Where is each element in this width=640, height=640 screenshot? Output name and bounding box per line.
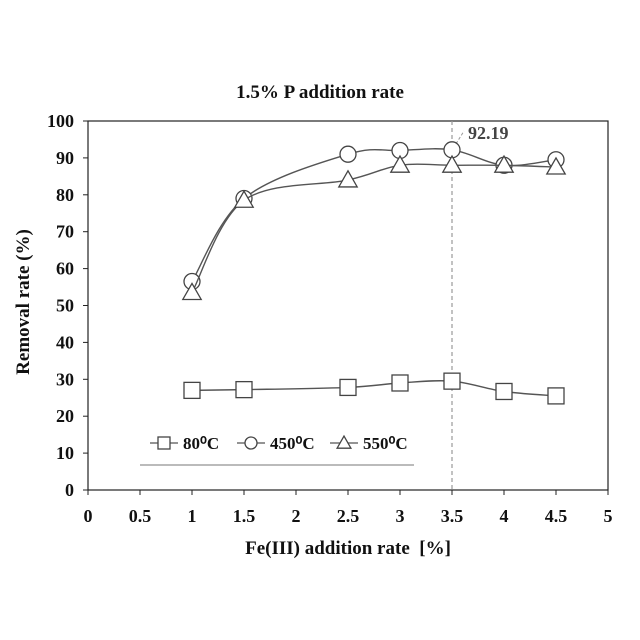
annotation-leader (456, 131, 464, 144)
x-tick-label: 0 (84, 506, 93, 526)
x-tick-label: 3.5 (441, 506, 464, 526)
y-tick-label: 90 (56, 148, 74, 168)
data-point-square (392, 375, 408, 391)
y-tick-label: 70 (56, 222, 74, 242)
data-point-square (548, 388, 564, 404)
data-point-square (444, 373, 460, 389)
y-tick-label: 50 (56, 296, 74, 316)
y-tick-label: 10 (56, 443, 74, 463)
x-tick-label: 1.5 (233, 506, 256, 526)
y-tick-label: 100 (47, 111, 74, 131)
legend-label: 80⁰C (183, 434, 219, 453)
y-tick-label: 40 (56, 332, 74, 352)
legend-marker-circle (245, 437, 257, 449)
y-tick-label: 80 (56, 185, 74, 205)
x-tick-label: 3 (396, 506, 405, 526)
data-point-square (496, 383, 512, 399)
data-point-square (236, 382, 252, 398)
y-tick-label: 30 (56, 369, 74, 389)
data-point-triangle (443, 156, 461, 172)
data-point-circle (340, 146, 356, 162)
x-tick-label: 2 (292, 506, 301, 526)
data-point-square (340, 379, 356, 395)
legend-marker-triangle (337, 436, 351, 448)
x-tick-label: 1 (188, 506, 197, 526)
x-axis-label: Fe(III) addition rate [%] (88, 538, 608, 560)
x-tick-label: 4.5 (545, 506, 568, 526)
x-tick-label: 4 (500, 506, 509, 526)
y-tick-label: 60 (56, 259, 74, 279)
legend-label: 550⁰C (363, 434, 408, 453)
annotation-label: 92.19 (468, 123, 509, 143)
series-line (192, 164, 556, 292)
y-axis-label: Removal rate (%) (13, 172, 35, 432)
legend-label: 450⁰C (270, 434, 315, 453)
x-tick-label: 2.5 (337, 506, 360, 526)
legend-marker-square (158, 437, 170, 449)
x-tick-label: 0.5 (129, 506, 152, 526)
y-tick-label: 0 (65, 480, 74, 500)
x-tick-label: 5 (604, 506, 613, 526)
data-point-square (184, 382, 200, 398)
y-tick-label: 20 (56, 406, 74, 426)
